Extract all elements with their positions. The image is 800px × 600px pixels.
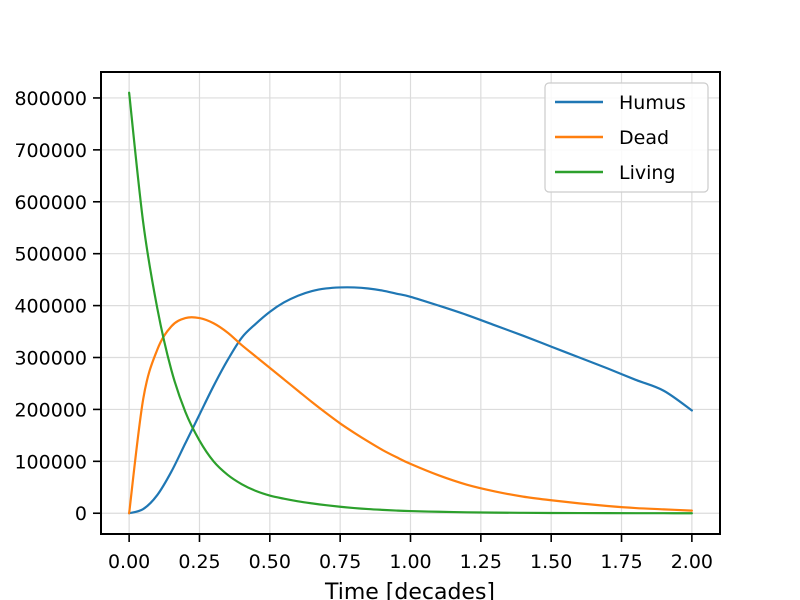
x-tick-label: 0.75: [319, 551, 361, 573]
y-axis: 0 100000 200000 300000 400000 500000 600000 700…: [14, 88, 101, 525]
series-line-living: [128, 91, 693, 515]
y-tick-label: 400000: [14, 296, 87, 318]
y-tick-label: 200000: [14, 399, 87, 421]
y-tick-label: 300000: [14, 348, 87, 370]
legend-label-humus: Humus: [619, 92, 686, 114]
y-tick-label: 600000: [14, 192, 87, 214]
x-tick-label: 2.00: [671, 551, 713, 573]
y-tick-label: 500000: [14, 244, 87, 266]
series-line-humus: [128, 286, 693, 515]
x-axis-label: Time [decades]: [324, 580, 495, 600]
x-tick-label: 0.50: [249, 551, 291, 573]
y-tick-label: 700000: [14, 140, 87, 162]
x-tick-label: 0.25: [178, 551, 220, 573]
x-tick-label: 1.50: [530, 551, 572, 573]
series-line-dead: [128, 316, 693, 515]
x-tick-label: 1.25: [460, 551, 502, 573]
legend-label-dead: Dead: [619, 127, 669, 149]
legend-box: [544, 82, 709, 193]
legend: Humus Dead Living: [544, 82, 709, 193]
grid: [101, 72, 720, 534]
y-tick-label: 0: [75, 503, 87, 525]
x-tick-label: 1.75: [600, 551, 642, 573]
y-tick-label: 100000: [14, 451, 87, 473]
x-axis: 0.00 0.25 0.50 0.75 1.00 1.25 1.50 1.75 2.00: [108, 534, 713, 573]
legend-label-living: Living: [619, 162, 676, 184]
x-tick-label: 1.00: [389, 551, 431, 573]
series-layer: [128, 91, 693, 515]
y-tick-label: 800000: [14, 88, 87, 110]
x-tick-label: 0.00: [108, 551, 150, 573]
